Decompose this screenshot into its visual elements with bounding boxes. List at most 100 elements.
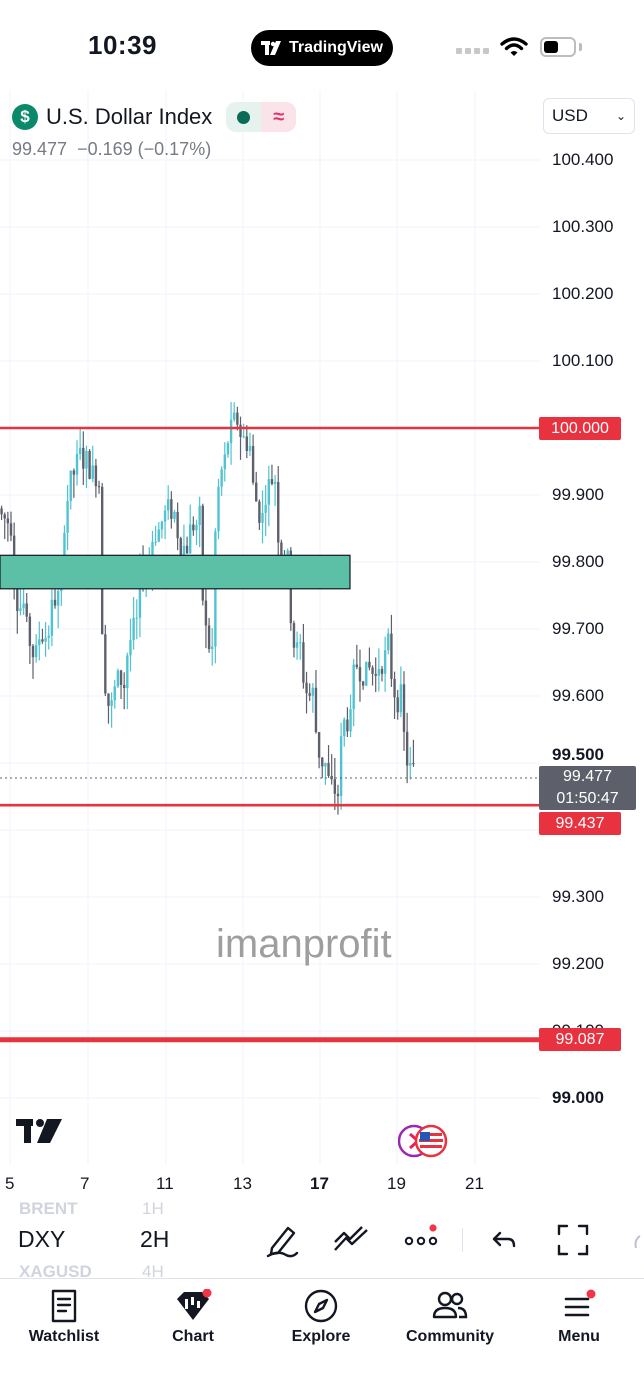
undo-icon[interactable] xyxy=(490,1222,520,1258)
candle-body xyxy=(182,545,186,556)
candle-body xyxy=(317,732,321,758)
candle-body xyxy=(31,645,35,658)
candle-body xyxy=(236,412,239,425)
candle-body xyxy=(267,479,271,505)
candle-body xyxy=(189,524,192,554)
candle-body xyxy=(119,670,123,685)
candle-body xyxy=(248,446,252,451)
tradingview-pill-label: TradingView xyxy=(289,39,383,56)
nav-menu[interactable]: Menu xyxy=(524,1286,634,1346)
candle-body xyxy=(377,669,381,676)
candle-body xyxy=(185,545,189,554)
candle-body xyxy=(135,617,138,619)
candle-body xyxy=(255,482,258,502)
toolbar-overflow-icon[interactable] xyxy=(630,1222,644,1258)
candle-body xyxy=(22,603,25,609)
candle-body xyxy=(179,538,182,556)
nav-explore[interactable]: Explore xyxy=(266,1286,376,1346)
candle-body xyxy=(361,681,365,686)
price-chart[interactable] xyxy=(0,90,644,1200)
candle-body xyxy=(66,501,69,533)
candle-body xyxy=(327,763,330,776)
more-options-icon[interactable] xyxy=(402,1222,442,1258)
candle-body xyxy=(346,719,349,732)
candle-body xyxy=(402,684,406,732)
price-axis-tick: 100.200 xyxy=(552,284,614,303)
candle-body xyxy=(107,693,110,706)
candle-body xyxy=(280,542,283,562)
candle-body xyxy=(339,736,343,797)
candle-body xyxy=(343,719,346,737)
time-axis-label: 13 xyxy=(233,1174,252,1193)
ghost-symbol-below: XAGUSD xyxy=(19,1262,92,1281)
price-axis-tick: 99.700 xyxy=(552,619,604,638)
candle-body xyxy=(16,588,19,611)
time-axis-label: 11 xyxy=(156,1174,174,1193)
candle-body xyxy=(371,667,374,674)
candle-body xyxy=(324,763,327,767)
toolbar-divider xyxy=(462,1228,463,1252)
candle-body xyxy=(47,635,50,638)
price-axis-tick: 100.300 xyxy=(552,217,614,236)
candle-body xyxy=(292,623,296,648)
nav-watchlist[interactable]: Watchlist xyxy=(9,1286,119,1346)
time-axis-label: 21 xyxy=(465,1174,484,1193)
economic-events-icon[interactable] xyxy=(398,1124,448,1158)
candle-body xyxy=(3,514,6,519)
candle-body xyxy=(204,600,208,626)
nav-label-explore: Explore xyxy=(291,1328,351,1345)
trendline-tools-icon[interactable] xyxy=(332,1222,370,1258)
symbol-picker[interactable]: DXY xyxy=(18,1226,66,1252)
nav-label-community: Community xyxy=(406,1328,494,1345)
time-axis-label: 19 xyxy=(387,1174,406,1193)
candle-body xyxy=(154,541,157,543)
price-axis-tick: 99.300 xyxy=(552,887,604,906)
nav-chart[interactable]: Chart xyxy=(138,1286,248,1346)
candle-body xyxy=(349,709,352,732)
candle-body xyxy=(365,661,368,686)
candle-body xyxy=(91,465,94,479)
candle-body xyxy=(336,793,340,797)
drawing-pen-icon[interactable] xyxy=(264,1222,300,1258)
candle-body xyxy=(355,664,359,668)
price-summary: 99.477 −0.169 (−0.17%) xyxy=(12,139,211,160)
fullscreen-icon[interactable] xyxy=(556,1222,590,1258)
candle-body xyxy=(78,447,82,455)
candle-body xyxy=(167,499,170,511)
price-axis-tick: 100.400 xyxy=(552,150,614,169)
candle-body xyxy=(333,779,337,794)
tradingview-logo-icon[interactable] xyxy=(16,1118,64,1144)
level-tag-high: 100.000 xyxy=(539,417,621,440)
interval-picker[interactable]: 2H xyxy=(140,1226,170,1252)
candle-body xyxy=(302,642,305,683)
candle-body xyxy=(41,639,44,642)
nav-label-watchlist: Watchlist xyxy=(28,1328,100,1345)
cellular-signal-icon xyxy=(456,48,489,54)
symbol-name[interactable]: U.S. Dollar Index xyxy=(46,104,213,129)
candle-body xyxy=(56,591,60,606)
candle-body xyxy=(157,529,160,542)
candle-body xyxy=(383,650,387,674)
chart-toolbar xyxy=(0,1200,644,1278)
currency-select[interactable]: USD ⌄ xyxy=(543,98,635,134)
candle-body xyxy=(132,617,135,640)
symbol-header[interactable]: $ U.S. Dollar Index ≈ xyxy=(12,102,297,132)
price-axis-tick: 99.200 xyxy=(552,954,604,973)
last-price: 99.477 xyxy=(12,139,68,159)
candle-body xyxy=(82,447,85,469)
candle-body xyxy=(251,446,255,483)
candle-body xyxy=(258,501,261,523)
candle-body xyxy=(308,693,311,696)
candle-body xyxy=(38,639,41,646)
market-status-chip[interactable]: ≈ xyxy=(226,102,297,132)
nav-community[interactable]: Community xyxy=(395,1286,505,1346)
currency-value: USD xyxy=(552,106,588,125)
chart-icon xyxy=(177,1289,212,1320)
candle-body xyxy=(299,642,302,644)
candle-body xyxy=(126,655,129,689)
candle-body xyxy=(233,412,236,420)
price-axis-tick: 99.000 xyxy=(552,1088,604,1107)
candle-body xyxy=(192,524,195,531)
candle-body xyxy=(75,454,79,475)
candle-body xyxy=(223,454,226,470)
